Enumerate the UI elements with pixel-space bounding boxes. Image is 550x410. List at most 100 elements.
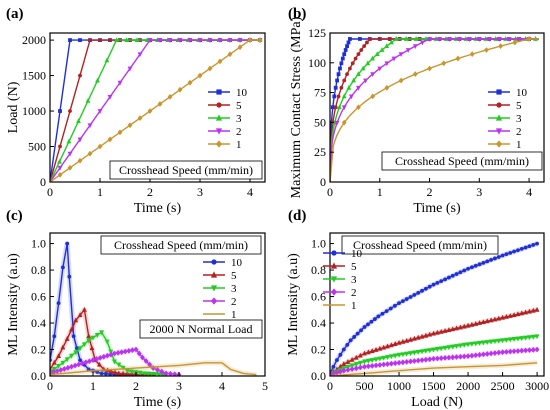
marker-5	[64, 336, 70, 341]
marker-3	[142, 371, 147, 376]
marker-10	[446, 275, 451, 280]
marker-3	[519, 336, 525, 341]
marker-10	[427, 284, 432, 289]
marker-2	[427, 37, 432, 42]
x-tick-label: 1000	[387, 379, 411, 393]
marker-10	[331, 364, 336, 369]
marker-5	[534, 306, 540, 312]
marker-2	[330, 371, 333, 376]
marker-3	[64, 357, 70, 363]
marker-5	[427, 331, 433, 337]
marker-2	[69, 363, 74, 370]
series-5	[330, 306, 540, 376]
marker-5	[78, 73, 82, 78]
marker-2	[77, 137, 83, 143]
legend-label-1: 1	[231, 309, 237, 321]
marker-2	[159, 368, 165, 375]
y-tick-label: 0.2	[311, 343, 326, 357]
marker-2	[187, 38, 193, 43]
marker-1	[57, 172, 63, 178]
marker-1	[107, 136, 113, 143]
marker-2	[457, 353, 463, 360]
y-tick-label: 0.0	[311, 369, 326, 383]
marker-2	[136, 350, 142, 357]
y-tick-label: 500	[28, 140, 46, 154]
marker-10	[348, 37, 352, 41]
annotation-box	[100, 235, 262, 255]
marker-1	[197, 72, 203, 79]
marker-10	[335, 358, 339, 363]
marker-10	[443, 277, 447, 282]
marker-10	[336, 72, 341, 77]
marker-2	[434, 355, 440, 362]
marker-3	[94, 333, 100, 338]
marker-2	[97, 355, 103, 361]
marker-2	[530, 346, 536, 353]
marker-5	[515, 311, 521, 317]
marker-10	[489, 258, 493, 262]
marker-10	[359, 328, 363, 333]
marker-2	[519, 347, 525, 354]
legend-label-2: 2	[231, 296, 237, 308]
marker-5	[415, 334, 421, 340]
marker-5	[446, 327, 452, 332]
plot-area	[50, 241, 257, 376]
marker-3	[450, 344, 456, 350]
marker-5	[488, 317, 494, 323]
marker-3	[95, 77, 100, 83]
marker-3	[137, 370, 143, 376]
marker-3	[385, 355, 390, 360]
marker-1	[469, 51, 475, 58]
marker-5	[519, 310, 525, 316]
x-tick-label: 500	[356, 379, 374, 393]
marker-3	[104, 339, 110, 345]
marker-10	[400, 299, 405, 304]
marker-1	[370, 93, 376, 100]
marker-2	[423, 356, 429, 363]
marker-10	[332, 94, 337, 99]
legend-marker-3	[215, 114, 223, 121]
marker-5	[362, 44, 367, 49]
marker-2	[437, 37, 442, 42]
marker-10	[348, 338, 353, 343]
marker-2	[400, 359, 406, 366]
marker-10	[462, 268, 467, 273]
marker-2	[140, 354, 145, 361]
marker-1	[484, 47, 489, 53]
marker-5	[56, 353, 61, 359]
x-tick-label: 3	[197, 185, 203, 199]
marker-5	[473, 321, 479, 326]
marker-2	[155, 366, 160, 373]
marker-1	[87, 150, 93, 157]
legend-label-2: 2	[516, 126, 522, 138]
marker-5	[339, 85, 344, 90]
marker-5	[353, 354, 359, 360]
plot-frame	[49, 232, 266, 377]
marker-2	[67, 151, 73, 157]
marker-5	[454, 325, 459, 331]
marker-10	[376, 314, 381, 319]
marker-3	[362, 359, 367, 365]
marker-3	[496, 338, 502, 344]
marker-2	[341, 105, 347, 111]
marker-3	[73, 350, 79, 356]
marker-3	[145, 371, 151, 376]
marker-3	[60, 360, 66, 366]
marker-10	[527, 244, 532, 249]
marker-3	[373, 357, 379, 363]
marker-10	[67, 274, 72, 279]
marker-10	[104, 371, 108, 376]
marker-2	[527, 347, 532, 354]
marker-3	[400, 352, 406, 358]
marker-5	[419, 333, 425, 339]
marker-3	[481, 340, 486, 346]
marker-10	[388, 306, 393, 311]
marker-2	[345, 367, 351, 373]
y-tick-label: 1000	[22, 104, 46, 118]
marker-3	[500, 338, 505, 344]
marker-3	[125, 368, 130, 374]
marker-5	[511, 312, 517, 317]
